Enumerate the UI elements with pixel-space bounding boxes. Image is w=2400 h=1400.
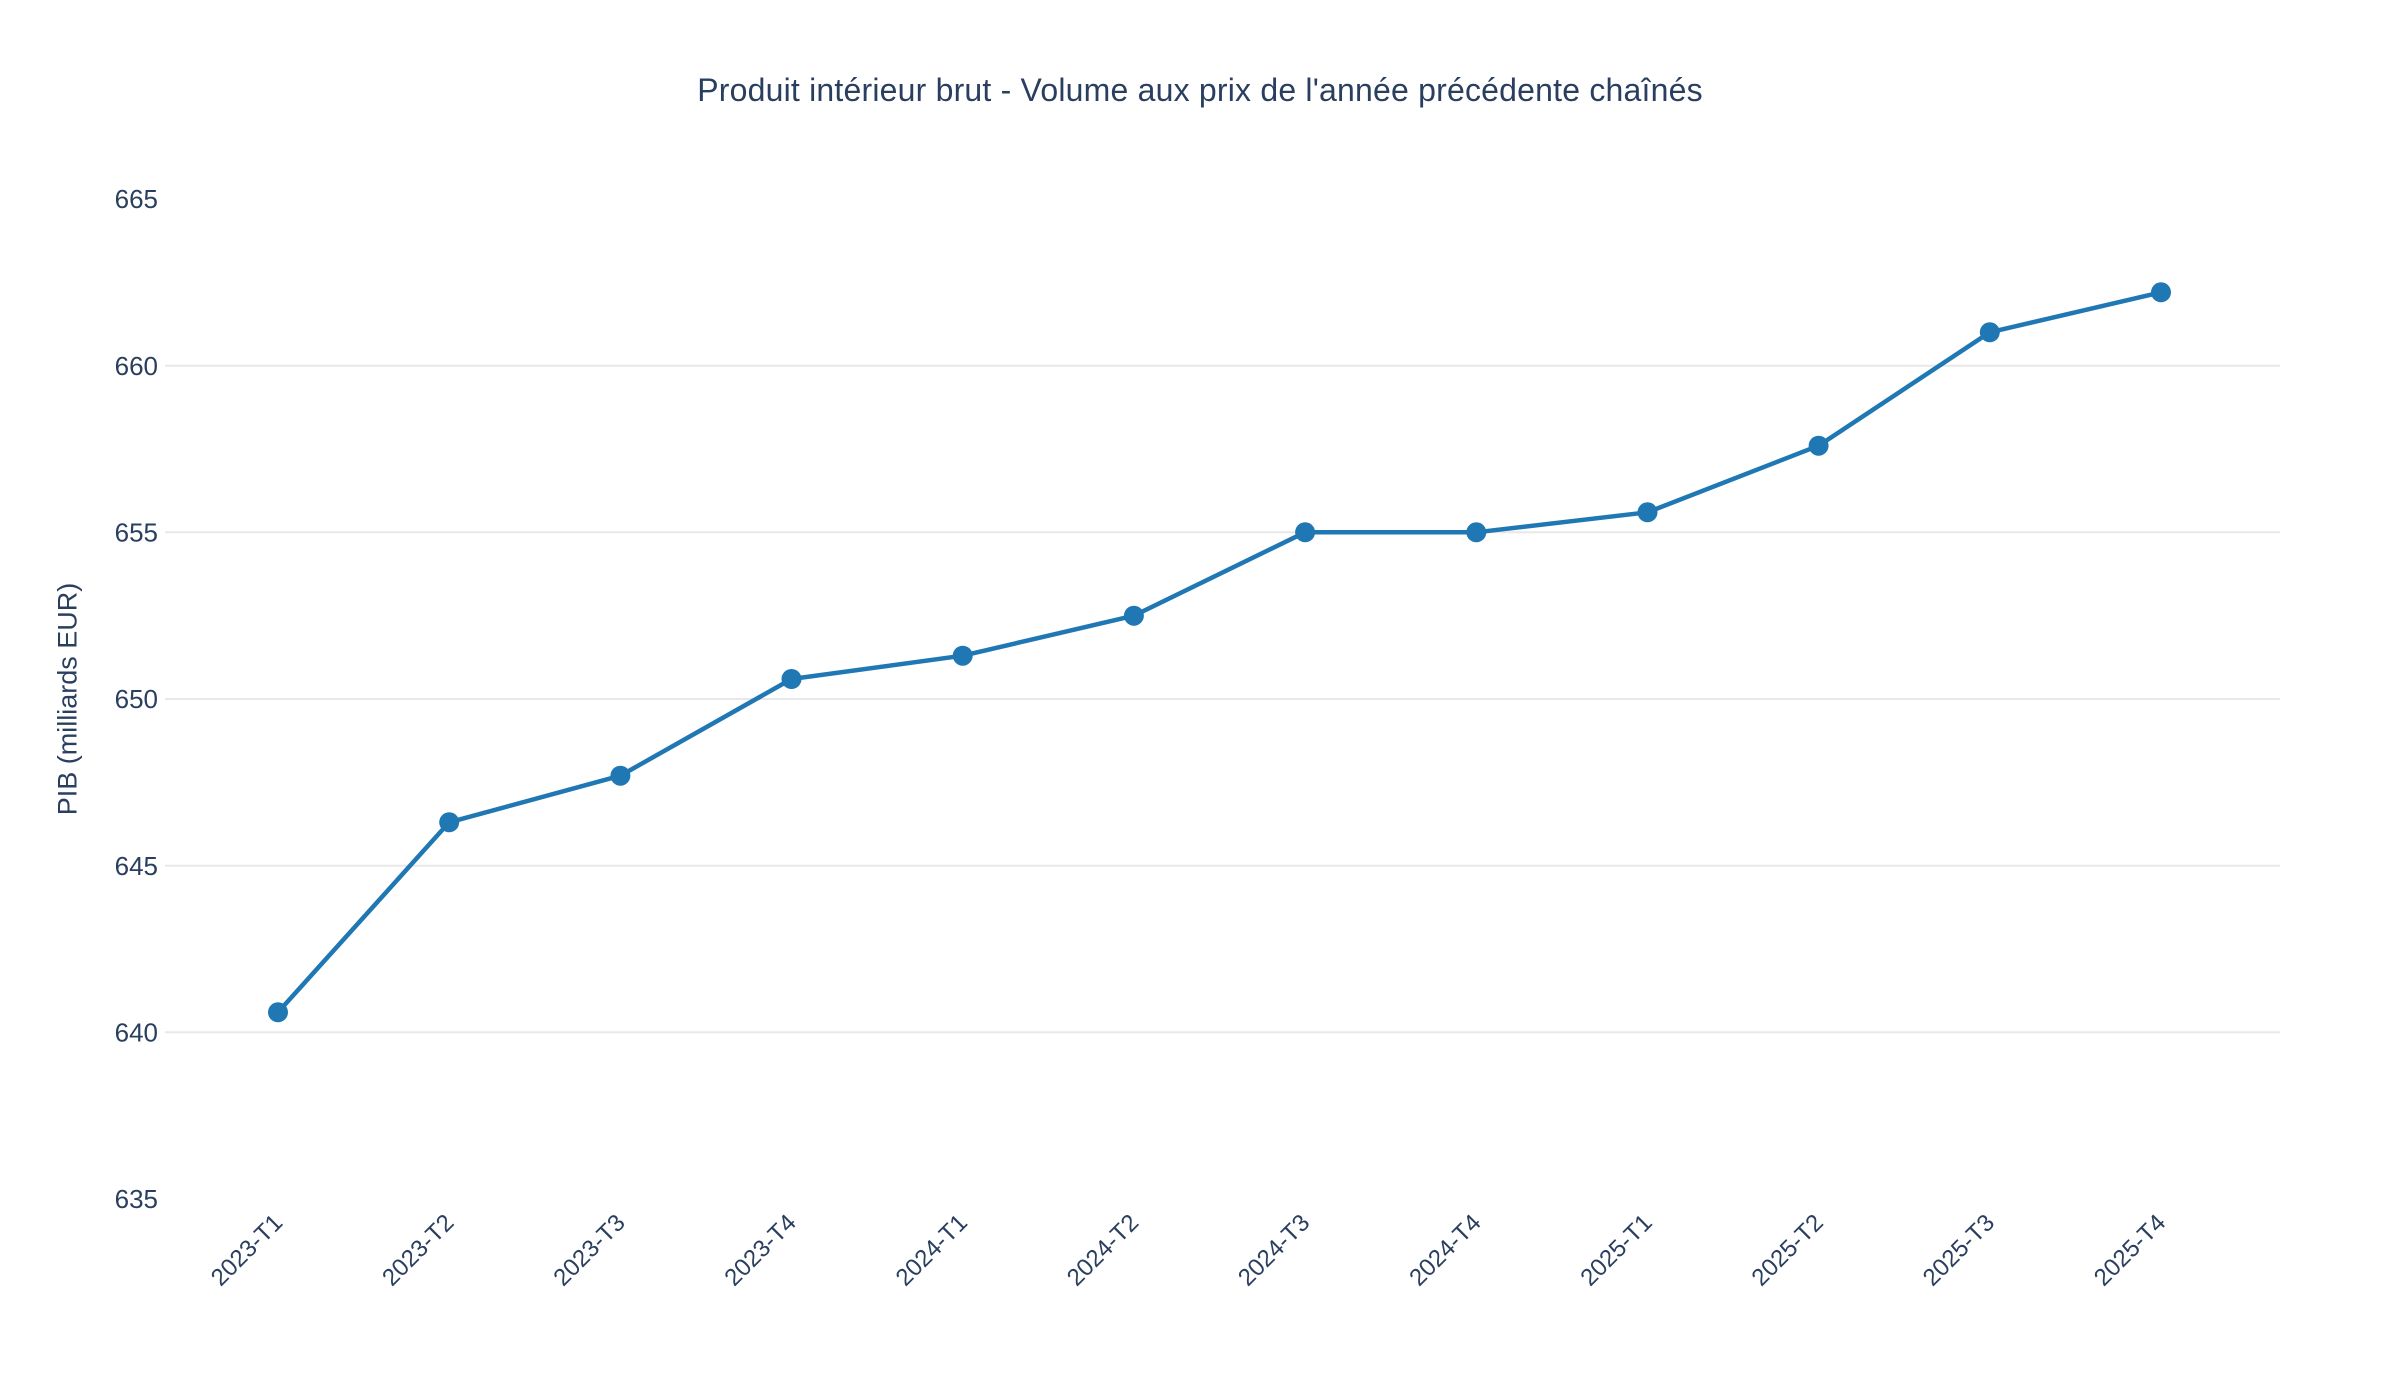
data-point-2024-T3 [1295,522,1316,543]
data-point-2025-T1 [1637,502,1658,523]
y-tick-label: 665 [115,184,158,214]
x-tick-label: 2025-T3 [1918,1209,2000,1291]
data-point-2024-T1 [952,645,973,666]
x-tick-label: 2023-T1 [206,1209,288,1291]
data-point-2025-T3 [1979,322,2000,343]
y-tick-label: 655 [115,517,158,547]
data-point-2023-T4 [781,669,802,689]
gdp-line-series [275,290,2164,1015]
data-point-2024-T2 [1123,605,1144,626]
chart-title: Produit intérieur brut - Volume aux prix… [697,72,1703,108]
y-tick-label: 650 [115,684,158,714]
x-tick-label: 2024-T3 [1233,1209,1315,1291]
x-tick-label: 2023-T4 [719,1209,801,1291]
data-point-2024-T4 [1466,522,1487,543]
x-tick-label: 2024-T4 [1404,1209,1486,1291]
data-point-2023-T3 [610,765,631,786]
x-tick-label: 2025-T1 [1575,1209,1657,1291]
x-tick-label: 2024-T2 [1062,1209,1144,1291]
data-point-2023-T1 [268,1002,288,1023]
y-tick-label: 635 [115,1184,158,1214]
y-tick-label: 660 [115,351,158,381]
data-point-2025-T2 [1808,435,1829,456]
y-tick-label: 645 [115,851,158,881]
data-point-2023-T2 [439,812,460,833]
x-tick-label: 2023-T2 [377,1209,459,1291]
x-tick-label: 2023-T3 [548,1209,630,1291]
data-point-2025-T4 [2151,282,2171,303]
y-tick-label: 640 [115,1017,158,1047]
x-tick-label: 2025-T4 [2089,1209,2171,1291]
x-tick-label: 2024-T1 [891,1209,973,1291]
x-tick-label: 2025-T2 [1747,1209,1829,1291]
